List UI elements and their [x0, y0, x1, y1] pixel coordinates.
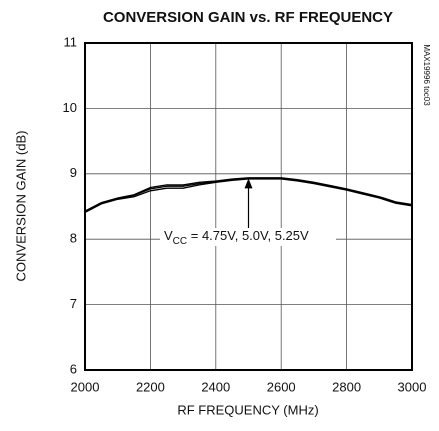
series-line: [84, 177, 413, 212]
annotation-prefix: V: [164, 228, 173, 243]
annotation-subscript: CC: [173, 236, 187, 247]
y-tick-label: 8: [70, 231, 77, 246]
x-tick-label: 2400: [201, 379, 230, 394]
arrow-head: [244, 178, 253, 189]
x-axis-label: RF FREQUENCY (MHz): [177, 402, 318, 417]
plot-frame: [84, 42, 413, 371]
y-tick-label: 9: [70, 165, 77, 180]
x-tick-label: 2000: [71, 379, 100, 394]
x-tick-label: 2200: [136, 379, 165, 394]
annotation: VCC = 4.75V, 5.0V, 5.25V: [164, 228, 309, 246]
y-tick-label: 7: [70, 296, 77, 311]
y-tick-label: 6: [70, 361, 77, 376]
y-tick-label: 11: [64, 34, 78, 49]
y-axis-label: CONVERSION GAIN (dB): [13, 131, 28, 282]
x-tick-label: 3000: [398, 379, 427, 394]
y-tick-label: 10: [63, 100, 77, 115]
annotation-text: = 4.75V, 5.0V, 5.25V: [187, 228, 309, 243]
side-note: MAX19996 toc03: [422, 44, 431, 106]
x-tick-label: 2600: [267, 379, 296, 394]
x-tick-label: 2800: [332, 379, 361, 394]
chart-title: CONVERSION GAIN vs. RF FREQUENCY: [103, 9, 393, 26]
annotation-bg: [160, 228, 336, 246]
